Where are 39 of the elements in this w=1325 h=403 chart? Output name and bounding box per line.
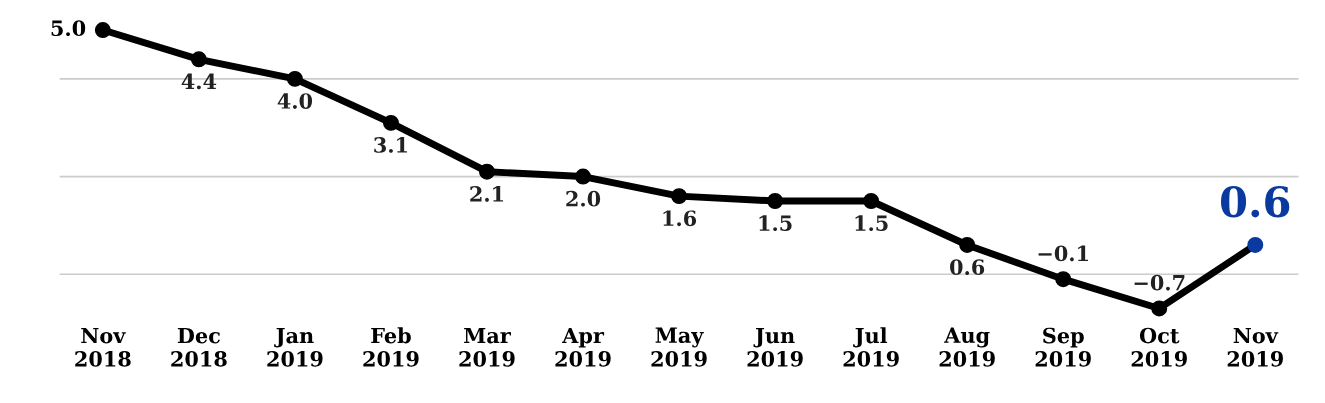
point <box>863 193 880 209</box>
data-label: −0.7 <box>1134 274 1185 291</box>
data-label: 0.6 <box>950 259 985 275</box>
data-label: 1.5 <box>855 215 888 232</box>
data-label: 4.4 <box>181 73 217 90</box>
x-tick-label: Mar 2019 <box>459 327 515 367</box>
point <box>190 51 207 68</box>
x-tick-label: Apr 2019 <box>555 327 611 367</box>
point <box>1247 236 1264 253</box>
point <box>382 114 399 131</box>
data-label: 1.5 <box>759 215 792 232</box>
point <box>767 193 784 209</box>
point <box>479 163 495 180</box>
data-label: 4.0 <box>277 93 313 109</box>
point <box>575 168 592 185</box>
data-label: 3.1 <box>374 137 407 153</box>
point <box>1055 271 1072 288</box>
x-tick-label: Aug 2019 <box>939 327 995 367</box>
x-tick-label: Oct 2019 <box>1131 327 1187 367</box>
data-label: 5.0 <box>51 20 86 37</box>
x-tick-label: Jun 2019 <box>747 327 803 367</box>
data-label: 2.0 <box>566 190 601 207</box>
point <box>671 188 688 205</box>
x-tick-label: Dec 2018 <box>171 327 227 367</box>
point <box>1151 300 1168 317</box>
x-tick-label: Nov 2018 <box>75 327 131 367</box>
data-label: −0.1 <box>1038 245 1088 262</box>
x-tick-label: Sep 2019 <box>1035 327 1091 367</box>
data-label: 2.1 <box>470 185 504 202</box>
x-tick-label: Nov 2019 <box>1227 327 1283 367</box>
point <box>959 236 976 253</box>
x-tick-label: Jul 2019 <box>843 327 899 367</box>
data-label: 0.6 <box>1220 185 1290 218</box>
data-label: 1.6 <box>663 210 697 227</box>
point <box>286 70 303 87</box>
x-tick-label: May 2019 <box>651 327 707 367</box>
x-tick-label: Feb 2019 <box>363 327 419 367</box>
point <box>94 22 111 39</box>
x-tick-label: Jan 2019 <box>267 327 323 367</box>
